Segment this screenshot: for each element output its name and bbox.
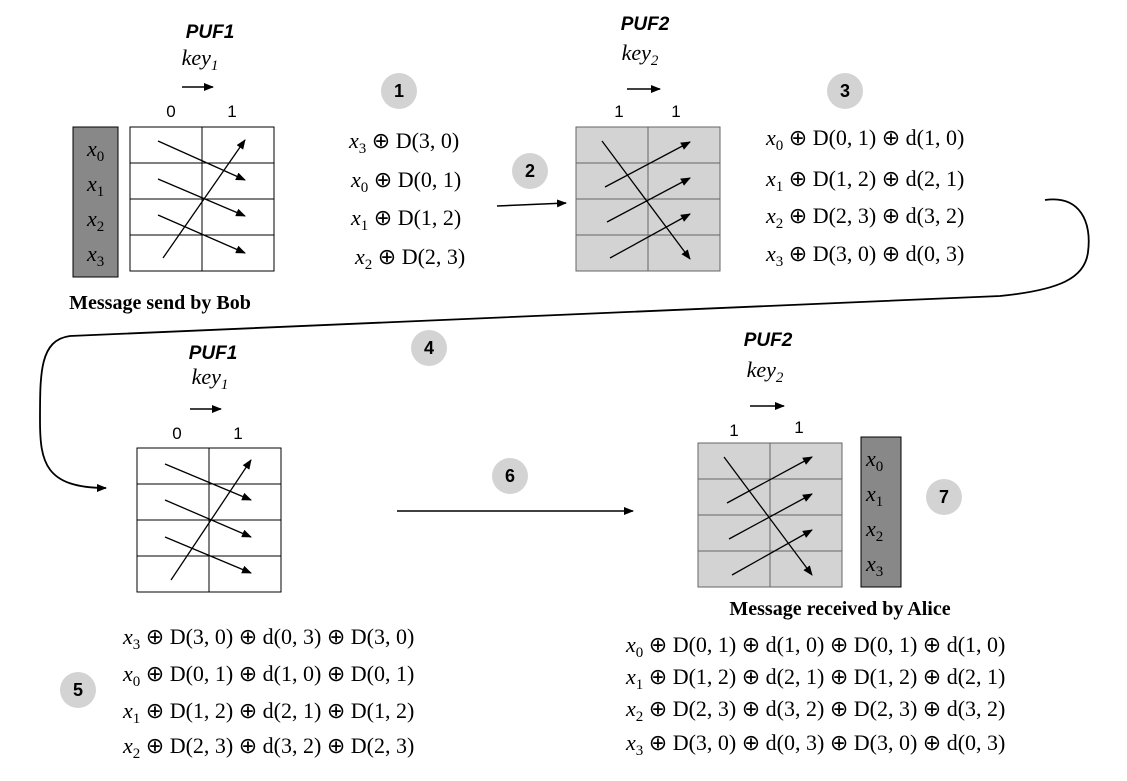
puf1-grid-top <box>129 126 275 272</box>
expression-line: x1 ⊕ D(1, 2) ⊕ d(2, 1) ⊕ D(1, 2) ⊕ d(2, … <box>625 664 1005 693</box>
key-base: key <box>192 364 222 389</box>
message-column-received: x0 x1 x2 x3 <box>860 436 902 588</box>
message-var: x1 <box>865 481 883 510</box>
svg-text:7: 7 <box>939 487 949 507</box>
bit-left: 0 <box>172 424 181 443</box>
permutation-arrow <box>601 140 691 260</box>
puf2-bottom-header: PUF2 key2 1 1 <box>729 330 803 440</box>
message-var: x3 <box>865 551 883 580</box>
svg-text:1: 1 <box>394 81 404 101</box>
permutation-arrow <box>170 459 252 581</box>
key-subscript: 1 <box>221 377 229 393</box>
expression-line: x3 ⊕ D(3, 0) <box>348 128 459 157</box>
puf1-grid-bottom <box>136 447 282 593</box>
expression-line: x2 ⊕ D(2, 3) ⊕ d(3, 2) ⊕ D(2, 3) ⊕ d(3, … <box>625 696 1005 725</box>
step-3-badge: 3 <box>827 73 863 109</box>
message-var: x0 <box>86 136 104 165</box>
message-var: x2 <box>865 516 883 545</box>
step-4-badge: 4 <box>411 330 447 366</box>
bit-left: 1 <box>614 102 623 121</box>
key-subscript: 2 <box>651 53 659 69</box>
svg-text:3: 3 <box>840 81 850 101</box>
expression-line: x0 ⊕ D(0, 1) ⊕ d(1, 0) <box>765 125 964 154</box>
expression-line: x0 ⊕ D(0, 1) <box>350 167 461 196</box>
expression-block-5: x3 ⊕ D(3, 0) ⊕ d(0, 3) ⊕ D(3, 0) x0 ⊕ D(… <box>122 624 414 762</box>
message-var: x2 <box>86 206 104 235</box>
step-7-badge: 7 <box>926 479 962 515</box>
message-var: x0 <box>865 446 883 475</box>
svg-text:5: 5 <box>73 680 83 700</box>
puf2-grid-top <box>575 126 721 272</box>
permutation-arrow <box>164 536 252 574</box>
expression-line: x2 ⊕ D(2, 3) ⊕ d(3, 2) <box>765 203 964 232</box>
permutation-arrow <box>604 141 691 188</box>
key-label: key1 <box>182 45 219 74</box>
message-var: x3 <box>86 241 104 270</box>
expression-block-7: x0 ⊕ D(0, 1) ⊕ d(1, 0) ⊕ D(0, 1) ⊕ d(1, … <box>625 632 1005 759</box>
permutation-arrow <box>726 456 813 504</box>
puf-name: PUF2 <box>744 330 793 351</box>
caption-sent: Message send by Bob <box>69 292 251 314</box>
permutation-arrow <box>157 178 246 217</box>
svg-text:6: 6 <box>505 466 515 486</box>
bit-right: 1 <box>794 418 803 437</box>
expression-line: x0 ⊕ D(0, 1) ⊕ d(1, 0) ⊕ D(0, 1) <box>122 661 414 690</box>
expression-line: x1 ⊕ D(1, 2) ⊕ d(2, 1) <box>765 166 964 195</box>
puf-name: PUF1 <box>189 343 238 364</box>
expression-line: x2 ⊕ D(2, 3) <box>354 244 465 273</box>
bit-right: 1 <box>227 102 236 121</box>
puf2-top-header: PUF2 key2 1 1 <box>614 14 680 121</box>
permutation-arrow <box>606 177 691 223</box>
expression-line: x0 ⊕ D(0, 1) ⊕ d(1, 0) ⊕ D(0, 1) ⊕ d(1, … <box>625 632 1005 661</box>
permutation-arrow <box>731 529 813 576</box>
step-5-badge: 5 <box>60 672 96 708</box>
permutation-arrow <box>723 456 813 576</box>
expression-line: x1 ⊕ D(1, 2) ⊕ d(2, 1) ⊕ D(1, 2) <box>122 698 414 727</box>
permutation-arrow <box>728 493 813 540</box>
step-6-badge: 6 <box>492 458 528 494</box>
puf-name: PUF2 <box>621 14 670 35</box>
bit-left: 1 <box>729 421 738 440</box>
permutation-arrow <box>164 499 252 538</box>
expression-line: x3 ⊕ D(3, 0) ⊕ d(0, 3) ⊕ D(3, 0) <box>122 624 414 653</box>
permutation-arrow <box>157 214 246 254</box>
permutation-arrow <box>164 463 252 501</box>
key-base: key <box>747 357 777 382</box>
message-column-sent: x0 x1 x2 x3 <box>72 126 119 278</box>
caption-received: Message received by Alice <box>729 598 950 620</box>
svg-text:4: 4 <box>424 338 434 358</box>
key-label: key2 <box>747 357 784 386</box>
permutation-arrow <box>162 139 246 259</box>
bit-right: 1 <box>671 102 680 121</box>
puf1-bottom-header: PUF1 key1 0 1 <box>172 343 242 443</box>
message-var: x1 <box>86 171 104 200</box>
expression-line: x2 ⊕ D(2, 3) ⊕ d(3, 2) ⊕ D(2, 3) <box>122 733 414 762</box>
key-subscript: 1 <box>211 58 219 74</box>
expression-line: x3 ⊕ D(3, 0) ⊕ d(0, 3) <box>765 241 964 270</box>
step-1-badge: 1 <box>381 73 417 109</box>
step-2-badge: 2 <box>512 153 548 189</box>
key-base: key <box>182 45 212 70</box>
puf2-grid-bottom <box>697 442 843 588</box>
expression-line: x1 ⊕ D(1, 2) <box>350 205 461 234</box>
curved-connector <box>39 198 1090 492</box>
key-base: key <box>622 40 652 65</box>
puf-name: PUF1 <box>186 22 235 43</box>
svg-text:2: 2 <box>525 161 535 181</box>
permutation-arrow <box>609 213 691 259</box>
puf1-top-header: PUF1 key1 0 1 <box>166 22 236 121</box>
permutation-arrow <box>157 140 246 181</box>
key-subscript: 2 <box>776 370 784 386</box>
key-label: key1 <box>192 364 229 393</box>
key-label: key2 <box>622 40 659 69</box>
bit-right: 1 <box>233 424 242 443</box>
bit-left: 0 <box>166 102 175 121</box>
flow-arrow-step-2 <box>496 199 567 208</box>
expression-block-1: x3 ⊕ D(3, 0) x0 ⊕ D(0, 1) x1 ⊕ D(1, 2) x… <box>348 128 465 273</box>
expression-line: x3 ⊕ D(3, 0) ⊕ d(0, 3) ⊕ D(3, 0) ⊕ d(0, … <box>625 730 1005 759</box>
expression-block-3: x0 ⊕ D(0, 1) ⊕ d(1, 0) x1 ⊕ D(1, 2) ⊕ d(… <box>765 125 964 270</box>
